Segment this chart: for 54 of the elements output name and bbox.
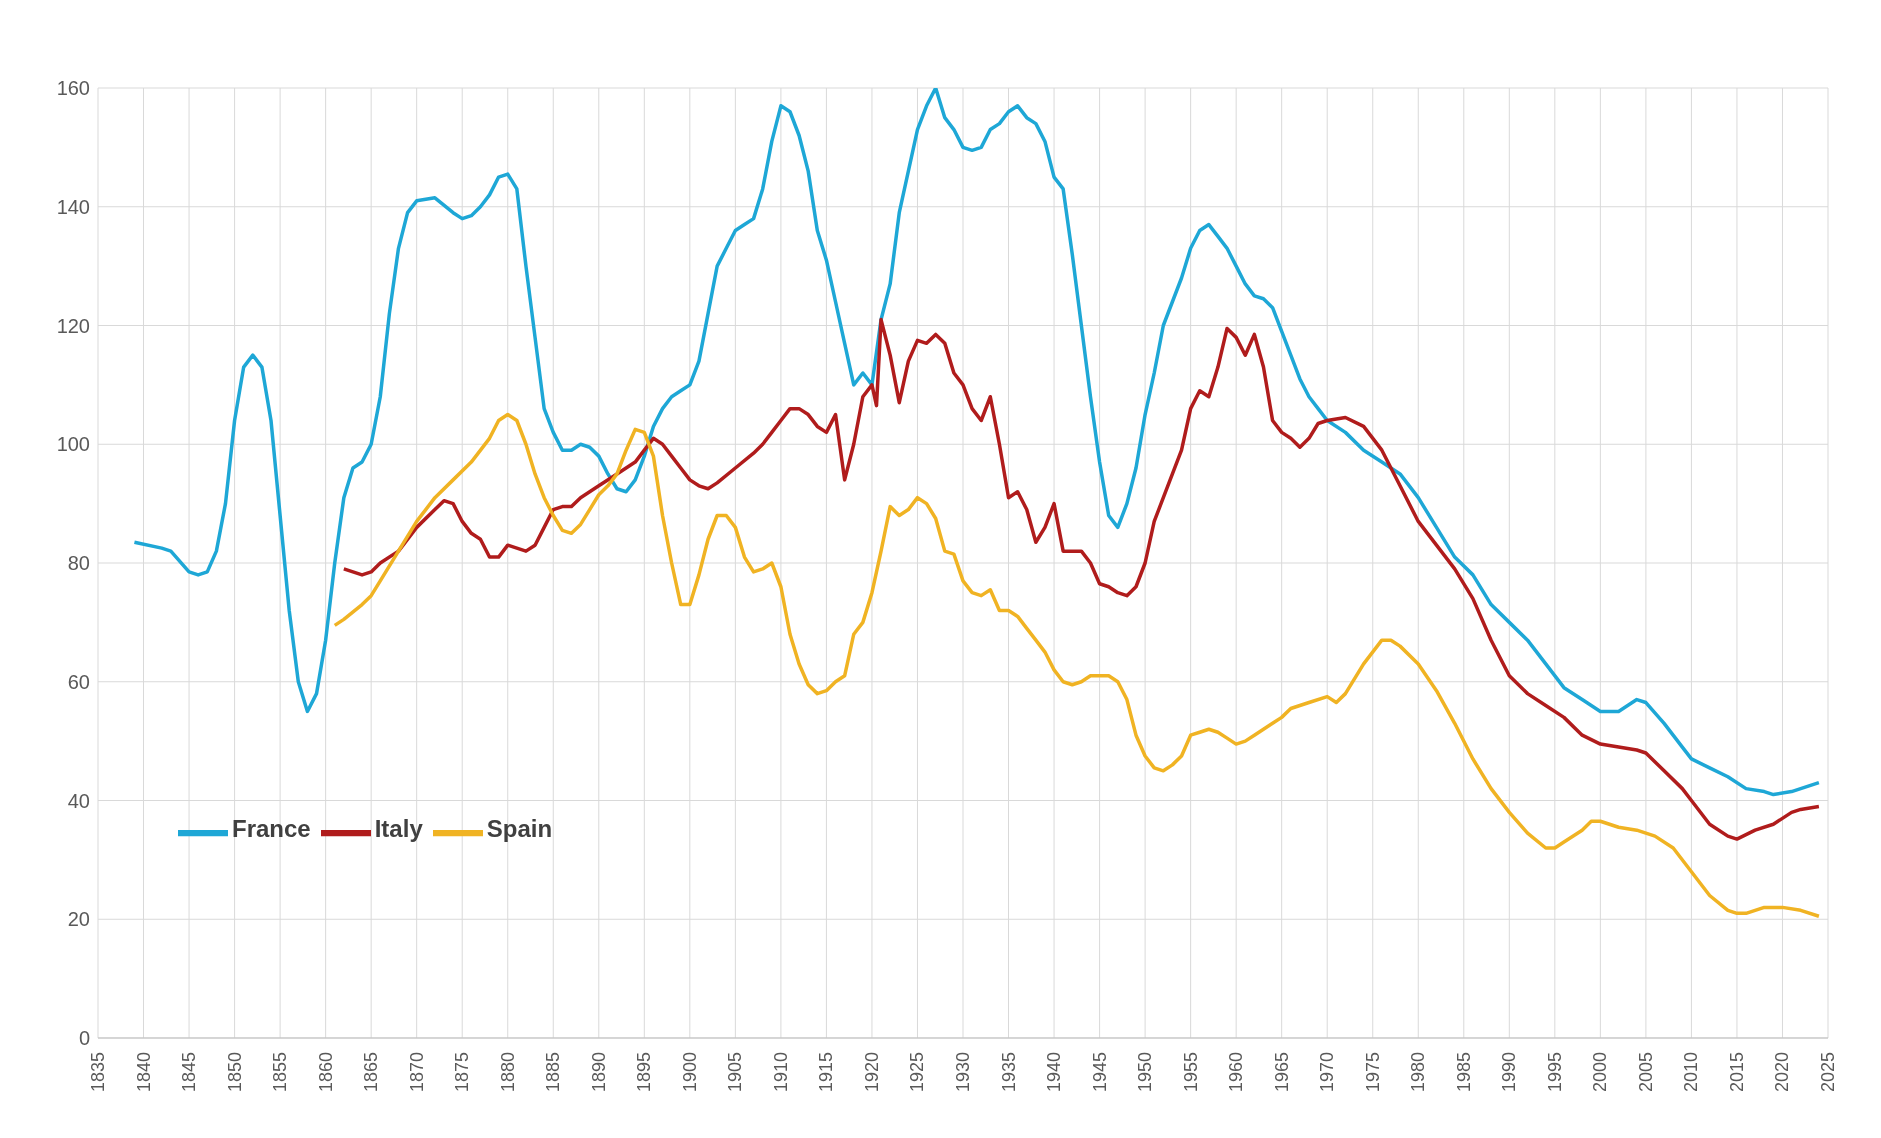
x-tick-label: 1890 [588,1052,609,1093]
legend-label: Spain [486,815,553,843]
x-tick-label: 1905 [725,1052,746,1093]
x-tick-label: 1930 [953,1052,973,1093]
y-tick-label: 120 [56,314,90,337]
x-tick-label: 1945 [1089,1052,1110,1093]
x-tick-label: 1985 [1453,1052,1474,1093]
line-series [132,88,1821,797]
x-tick-label: 1990 [1499,1052,1520,1093]
x-tick-label: 1865 [361,1052,382,1093]
line-series [332,412,1821,919]
x-tick-label: 1845 [179,1052,200,1093]
x-tick-label: 1935 [998,1052,1019,1093]
x-tick-label: 2005 [1635,1052,1656,1093]
legend-label: Italy [374,815,423,843]
x-tick-label: 1855 [270,1052,291,1093]
y-tick-label: 140 [56,195,90,218]
y-tick-label: 0 [78,1027,90,1050]
line-series [342,317,1821,841]
x-tick-label: 2025 [1818,1052,1838,1093]
x-tick-label: 2000 [1590,1052,1611,1093]
y-tick-label: 80 [67,552,90,575]
x-tick-label: 1880 [497,1052,518,1093]
x-tick-label: 1920 [861,1052,882,1093]
x-tick-label: 1900 [679,1052,700,1093]
y-tick-label: 40 [67,789,90,812]
x-tick-label: 1950 [1135,1052,1156,1093]
x-tick-label: 1960 [1226,1052,1247,1093]
x-tick-label: 1995 [1544,1052,1565,1093]
x-tick-label: 2015 [1726,1052,1747,1093]
x-tick-label: 1850 [224,1052,245,1093]
y-tick-label: 60 [67,670,90,693]
x-tick-label: 2020 [1772,1052,1793,1093]
y-tick-label: 20 [67,908,90,931]
x-tick-label: 2010 [1681,1052,1702,1093]
x-tick-label: 1835 [88,1052,108,1093]
x-tick-label: 1955 [1180,1052,1201,1093]
x-tick-label: 1965 [1271,1052,1292,1093]
x-tick-label: 1980 [1408,1052,1429,1093]
x-tick-label: 1840 [133,1052,154,1093]
x-tick-label: 1885 [543,1052,564,1093]
y-tick-label: 160 [56,77,90,100]
x-tick-label: 1940 [1044,1052,1065,1093]
x-tick-label: 1910 [770,1052,791,1093]
x-tick-label: 1860 [315,1052,336,1093]
x-tick-label: 1915 [816,1052,837,1093]
x-tick-label: 1875 [452,1052,473,1093]
x-tick-label: 1970 [1317,1052,1338,1093]
x-tick-label: 1870 [406,1052,427,1093]
legend-label: France [232,815,311,843]
x-tick-label: 1975 [1362,1052,1383,1093]
x-tick-label: 1925 [907,1052,928,1093]
x-tick-label: 1895 [634,1052,655,1093]
y-tick-label: 100 [56,433,90,456]
